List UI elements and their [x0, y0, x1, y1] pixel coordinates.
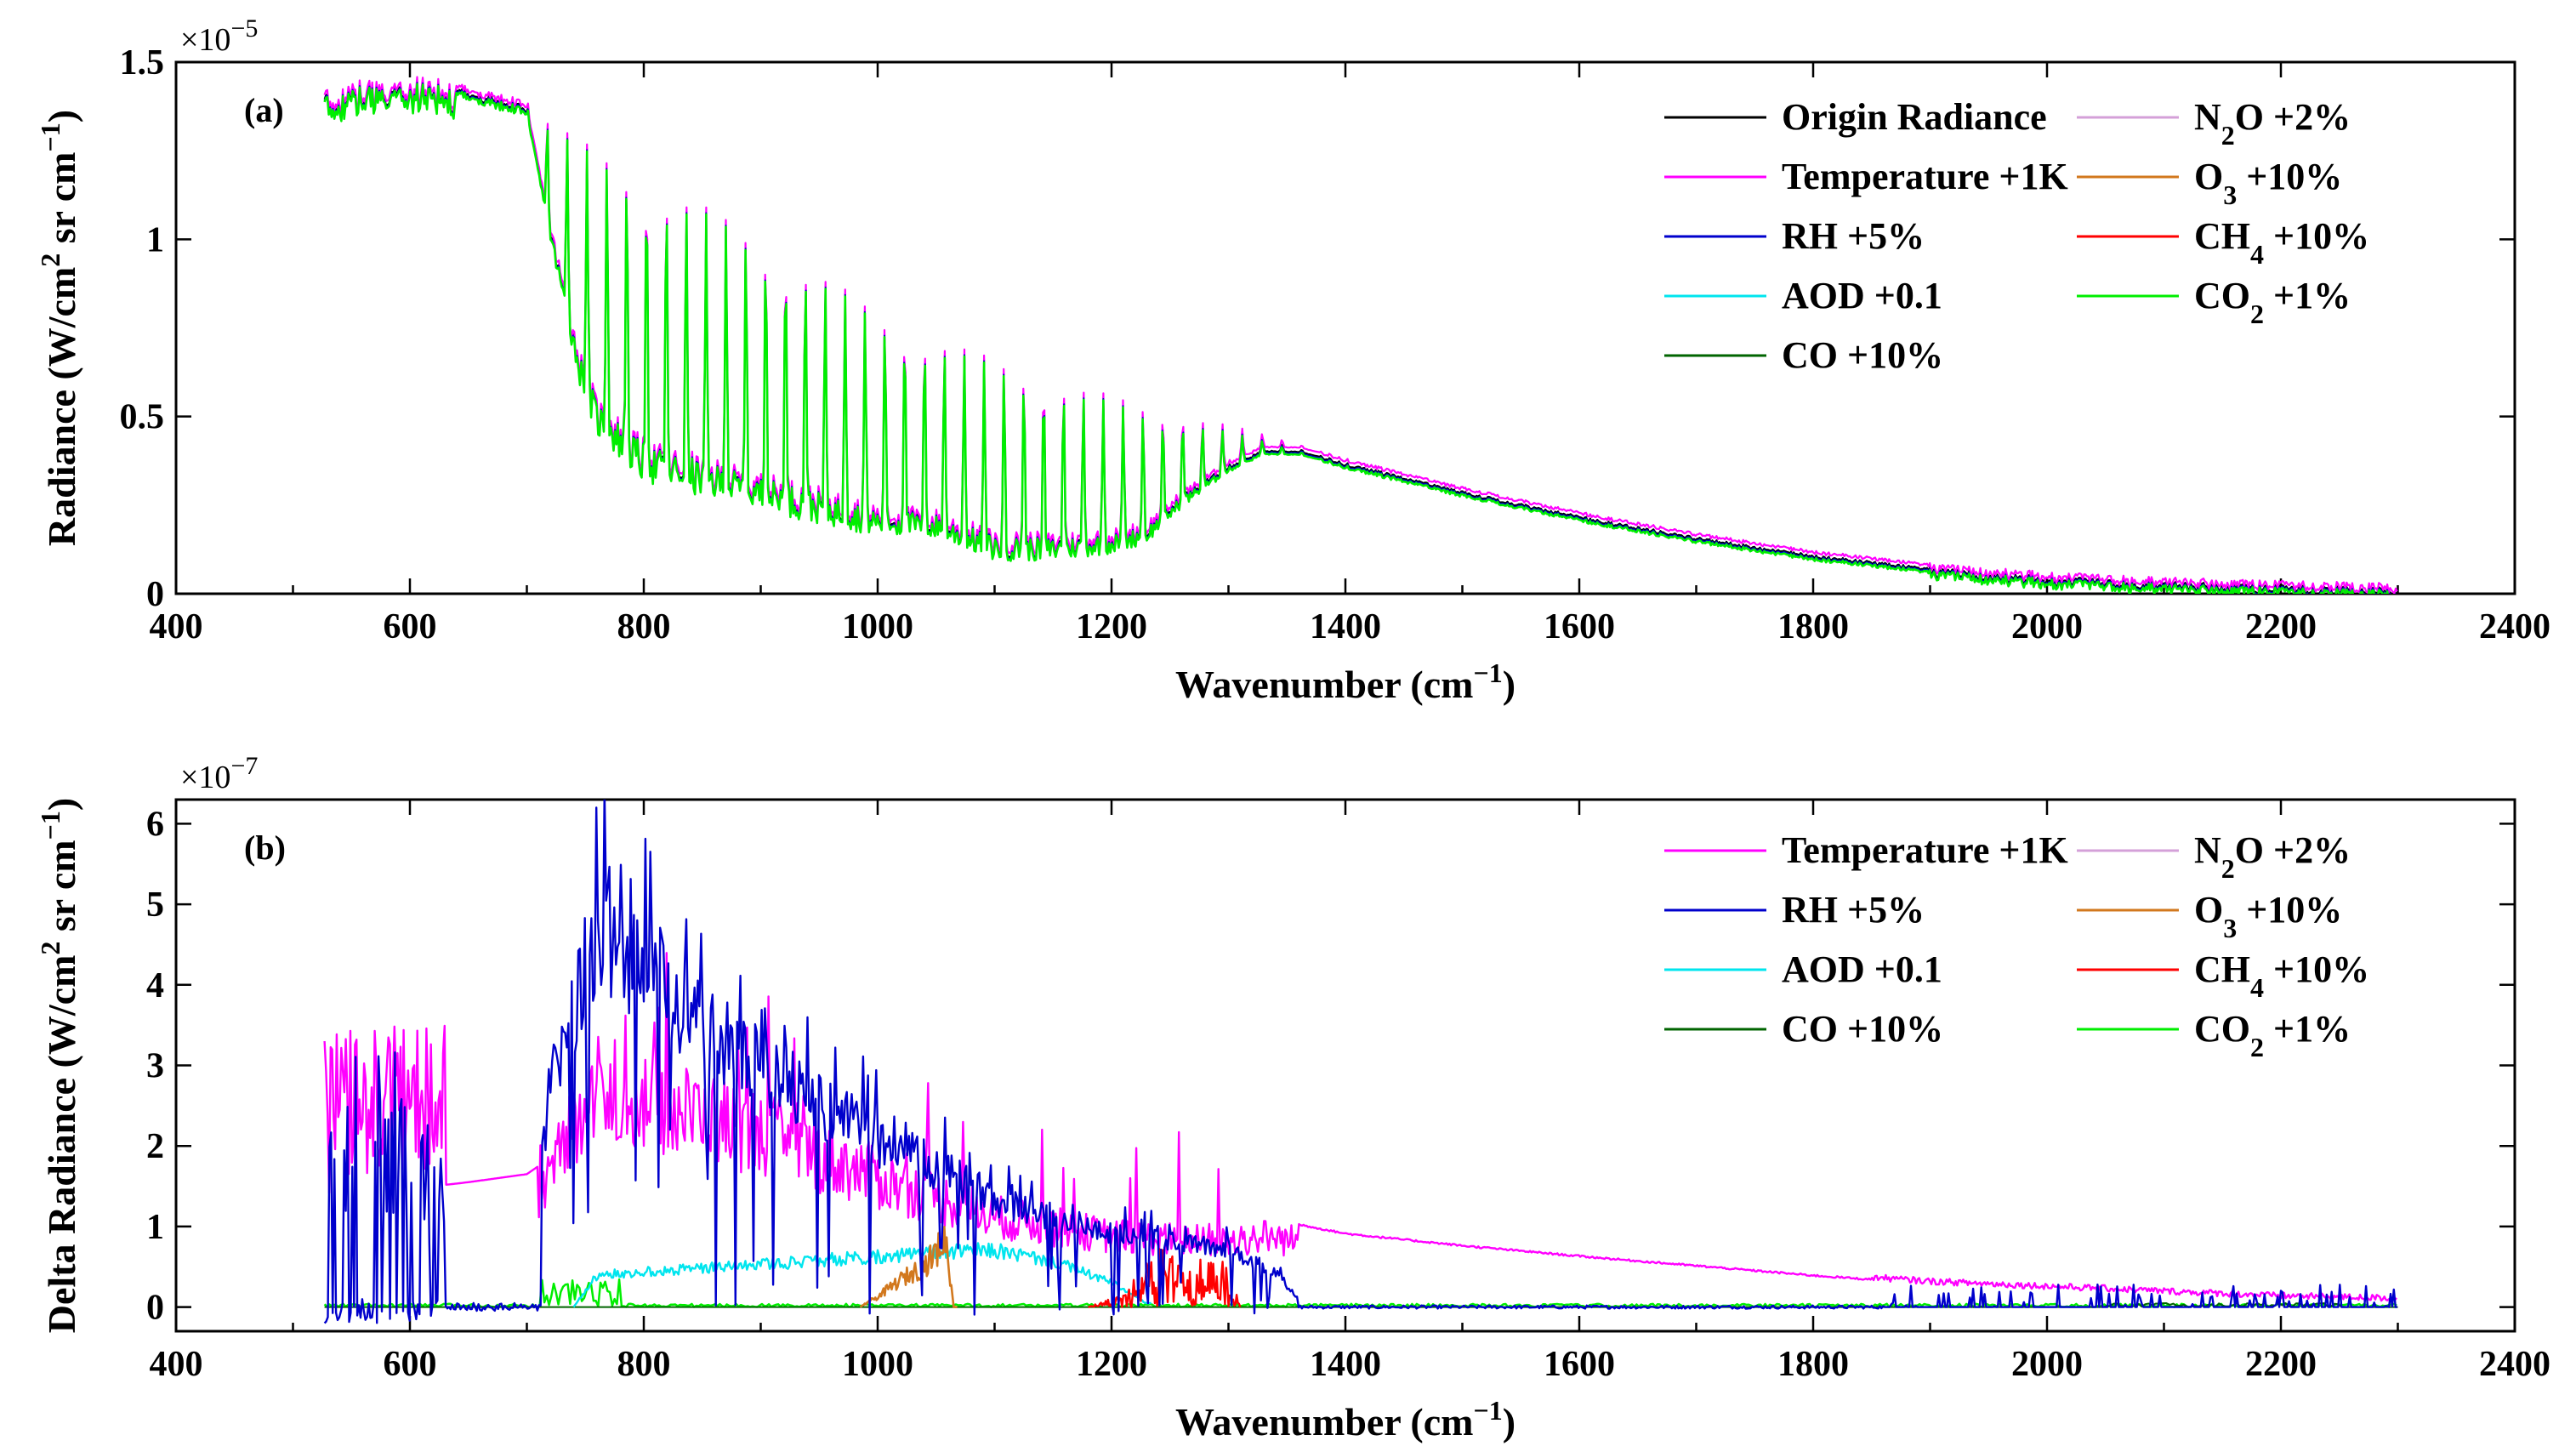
radiance-chart-panel-a: 400 600 800 1000 1200 1400 1600 1800 2000 2200 240… — [35, 14, 2550, 707]
panel-b-y-tick-label: 6 — [146, 805, 164, 844]
panel-b-x-tick-label: 1800 — [1777, 1345, 1849, 1384]
panel-a-panel-label: (a) — [244, 91, 284, 129]
panel-a-legend-label: AOD +0.1 — [1782, 275, 1942, 316]
panel-a-x-tick-label: 1000 — [842, 607, 913, 646]
panel-b-series-aod — [572, 1242, 1152, 1308]
panel-b-y-multiplier: ×10−7 — [180, 752, 258, 796]
panel-a-series-co2-1- — [323, 83, 2389, 594]
panel-b-y-tick-label: 3 — [146, 1047, 164, 1086]
panel-b-legend-label: AOD +0.1 — [1782, 948, 1942, 990]
panel-a-x-tick-label: 800 — [617, 607, 671, 646]
panel-a-y-multiplier: ×10−5 — [180, 14, 258, 59]
panel-b-y-tick-label: 1 — [146, 1208, 164, 1247]
panel-b-x-axis-label: Wavenumber (cm−1) — [1175, 1395, 1515, 1443]
panel-b-x-tick-label: 2400 — [2479, 1345, 2550, 1384]
panel-a-legend-label: Origin Radiance — [1782, 96, 2047, 138]
panel-b-x-tick-label: 2000 — [2011, 1345, 2083, 1384]
panel-b-x-tick-label: 1600 — [1544, 1345, 1615, 1384]
panel-a-x-tick-label: 2000 — [2011, 607, 2083, 646]
panel-a-y-tick-label: 1 — [146, 220, 164, 259]
panel-a-legend-label: RH +5% — [1782, 215, 1925, 257]
panel-a-x-tick-label: 2200 — [2245, 607, 2317, 646]
panel-b-legend-label: CO +10% — [1782, 1008, 1943, 1050]
panel-b-x-tick-label: 1000 — [842, 1345, 913, 1384]
panel-a-legend-label: CO +10% — [1782, 334, 1943, 376]
panel-a-x-tick-label: 2400 — [2479, 607, 2550, 646]
panel-b-x-tick-label: 600 — [384, 1345, 437, 1384]
panel-b-y-axis-label: Delta Radiance (W/cm2 sr cm−1) — [35, 798, 83, 1333]
panel-b-legend-label: Temperature +1K — [1782, 829, 2068, 871]
delta-radiance-chart-panel-b: 400 600 800 1000 1200 1400 1600 1800 2000 2200 240… — [35, 752, 2550, 1444]
panel-a-x-tick-label: 1200 — [1076, 607, 1147, 646]
panel-b-legend-label: CO2 +1% — [2194, 1008, 2351, 1062]
panel-b-y-tick-label: 4 — [146, 966, 164, 1005]
panel-a-y-tick-label: 1.5 — [120, 43, 165, 83]
panel-a-x-tick-label: 1800 — [1777, 607, 1849, 646]
panel-a-x-tick-label: 600 — [384, 607, 437, 646]
panel-a-legend-label: N2O +2% — [2194, 96, 2351, 151]
panel-b-series-o3 — [859, 1226, 958, 1308]
panel-a-y-tick-label: 0.5 — [120, 398, 165, 437]
panel-b-panel-label: (b) — [244, 828, 286, 867]
panel-b-legend-label: N2O +2% — [2194, 829, 2351, 884]
panel-b-series-group — [323, 800, 2398, 1324]
panel-b-x-tick-label: 1400 — [1310, 1345, 1381, 1384]
panel-b-series-rh — [323, 800, 2397, 1324]
panel-b-series-co2 — [323, 1278, 2397, 1308]
panel-a-x-tick-label: 1600 — [1544, 607, 1615, 646]
panel-b-y-tick-label: 2 — [146, 1127, 164, 1166]
panel-b-legend-label: RH +5% — [1782, 889, 1925, 931]
panel-a-y-tick-label: 0 — [146, 575, 164, 614]
panel-b-y-tick-label: 0 — [146, 1289, 164, 1328]
panel-b-x-tick-label: 800 — [617, 1345, 671, 1384]
panel-a-legend-label: Temperature +1K — [1782, 156, 2068, 197]
panel-b-x-tick-label: 2200 — [2245, 1345, 2317, 1384]
panel-a-series-group — [323, 76, 2398, 594]
panel-b-x-tick-label: 400 — [150, 1345, 203, 1384]
panel-a-y-axis-label: Radiance (W/cm2 sr cm−1) — [35, 110, 83, 546]
panel-a-legend-label: CH4 +10% — [2194, 215, 2369, 270]
panel-a-legend-label: O3 +10% — [2194, 156, 2342, 210]
panel-b-legend-label: O3 +10% — [2194, 889, 2342, 943]
panel-a-x-tick-label: 400 — [150, 607, 203, 646]
panel-a-x-tick-label: 1400 — [1310, 607, 1381, 646]
panel-b-x-tick-label: 1200 — [1076, 1345, 1147, 1384]
panel-b-legend-label: CH4 +10% — [2194, 948, 2369, 1003]
panel-a-legend-label: CO2 +1% — [2194, 275, 2351, 329]
panel-b-y-tick-label: 5 — [146, 885, 164, 925]
panel-a-x-axis-label: Wavenumber (cm−1) — [1175, 658, 1515, 706]
